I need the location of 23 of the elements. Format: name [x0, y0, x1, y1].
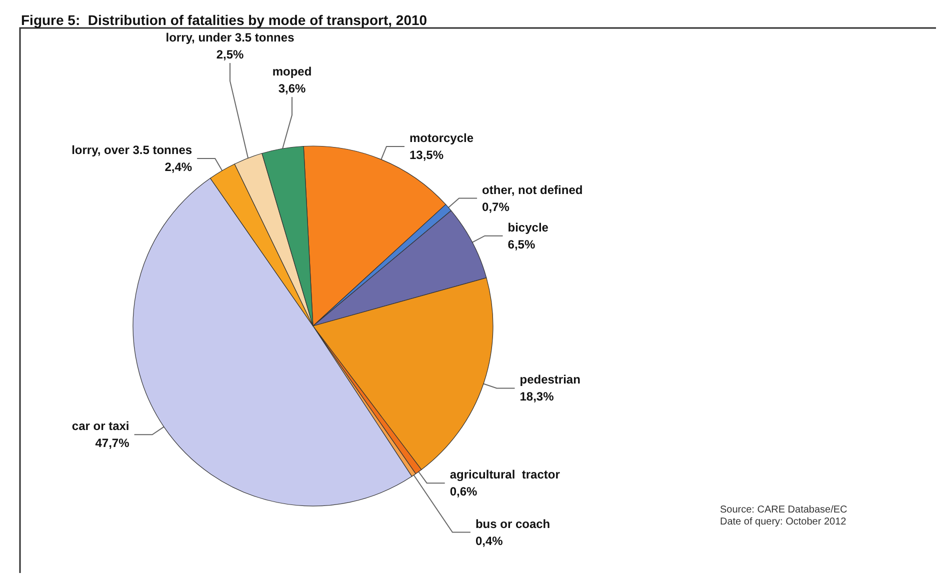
data-label: 6,5%: [508, 237, 536, 252]
chart-title: Figure 5: Distribution of fatalities by mode of transport, 2010: [21, 12, 428, 28]
data-label: 0,6%: [450, 484, 478, 499]
data-label: 0,4%: [475, 534, 504, 548]
slice-label: lorry, over 3.5 tonnes: [72, 143, 192, 158]
data-label: 0,7%: [482, 200, 510, 214]
data-label: 18,3%: [520, 390, 554, 404]
data-label: 3,6%: [278, 82, 306, 96]
slice-label: car or taxi: [72, 419, 130, 434]
data-label: 2,5%: [216, 48, 244, 62]
slice-label: other, not defined: [482, 182, 583, 197]
slice-label: agricultural tractor: [450, 468, 560, 482]
data-label: 2,4%: [164, 160, 192, 174]
slice-label: bus or coach: [475, 516, 550, 531]
data-label: 47,7%: [95, 436, 130, 450]
slice-label: bicycle: [508, 220, 549, 234]
slice-label: moped: [272, 64, 312, 78]
text: Date of query: October 2012: [720, 516, 847, 528]
slice-label: pedestrian: [520, 372, 580, 387]
data-label: 13,5%: [409, 148, 444, 162]
slice-label: lorry, under 3.5 tonnes: [166, 30, 295, 44]
source-note: Source: CARE Database/EC: [720, 504, 848, 516]
slice-label: motorcycle: [409, 130, 474, 145]
